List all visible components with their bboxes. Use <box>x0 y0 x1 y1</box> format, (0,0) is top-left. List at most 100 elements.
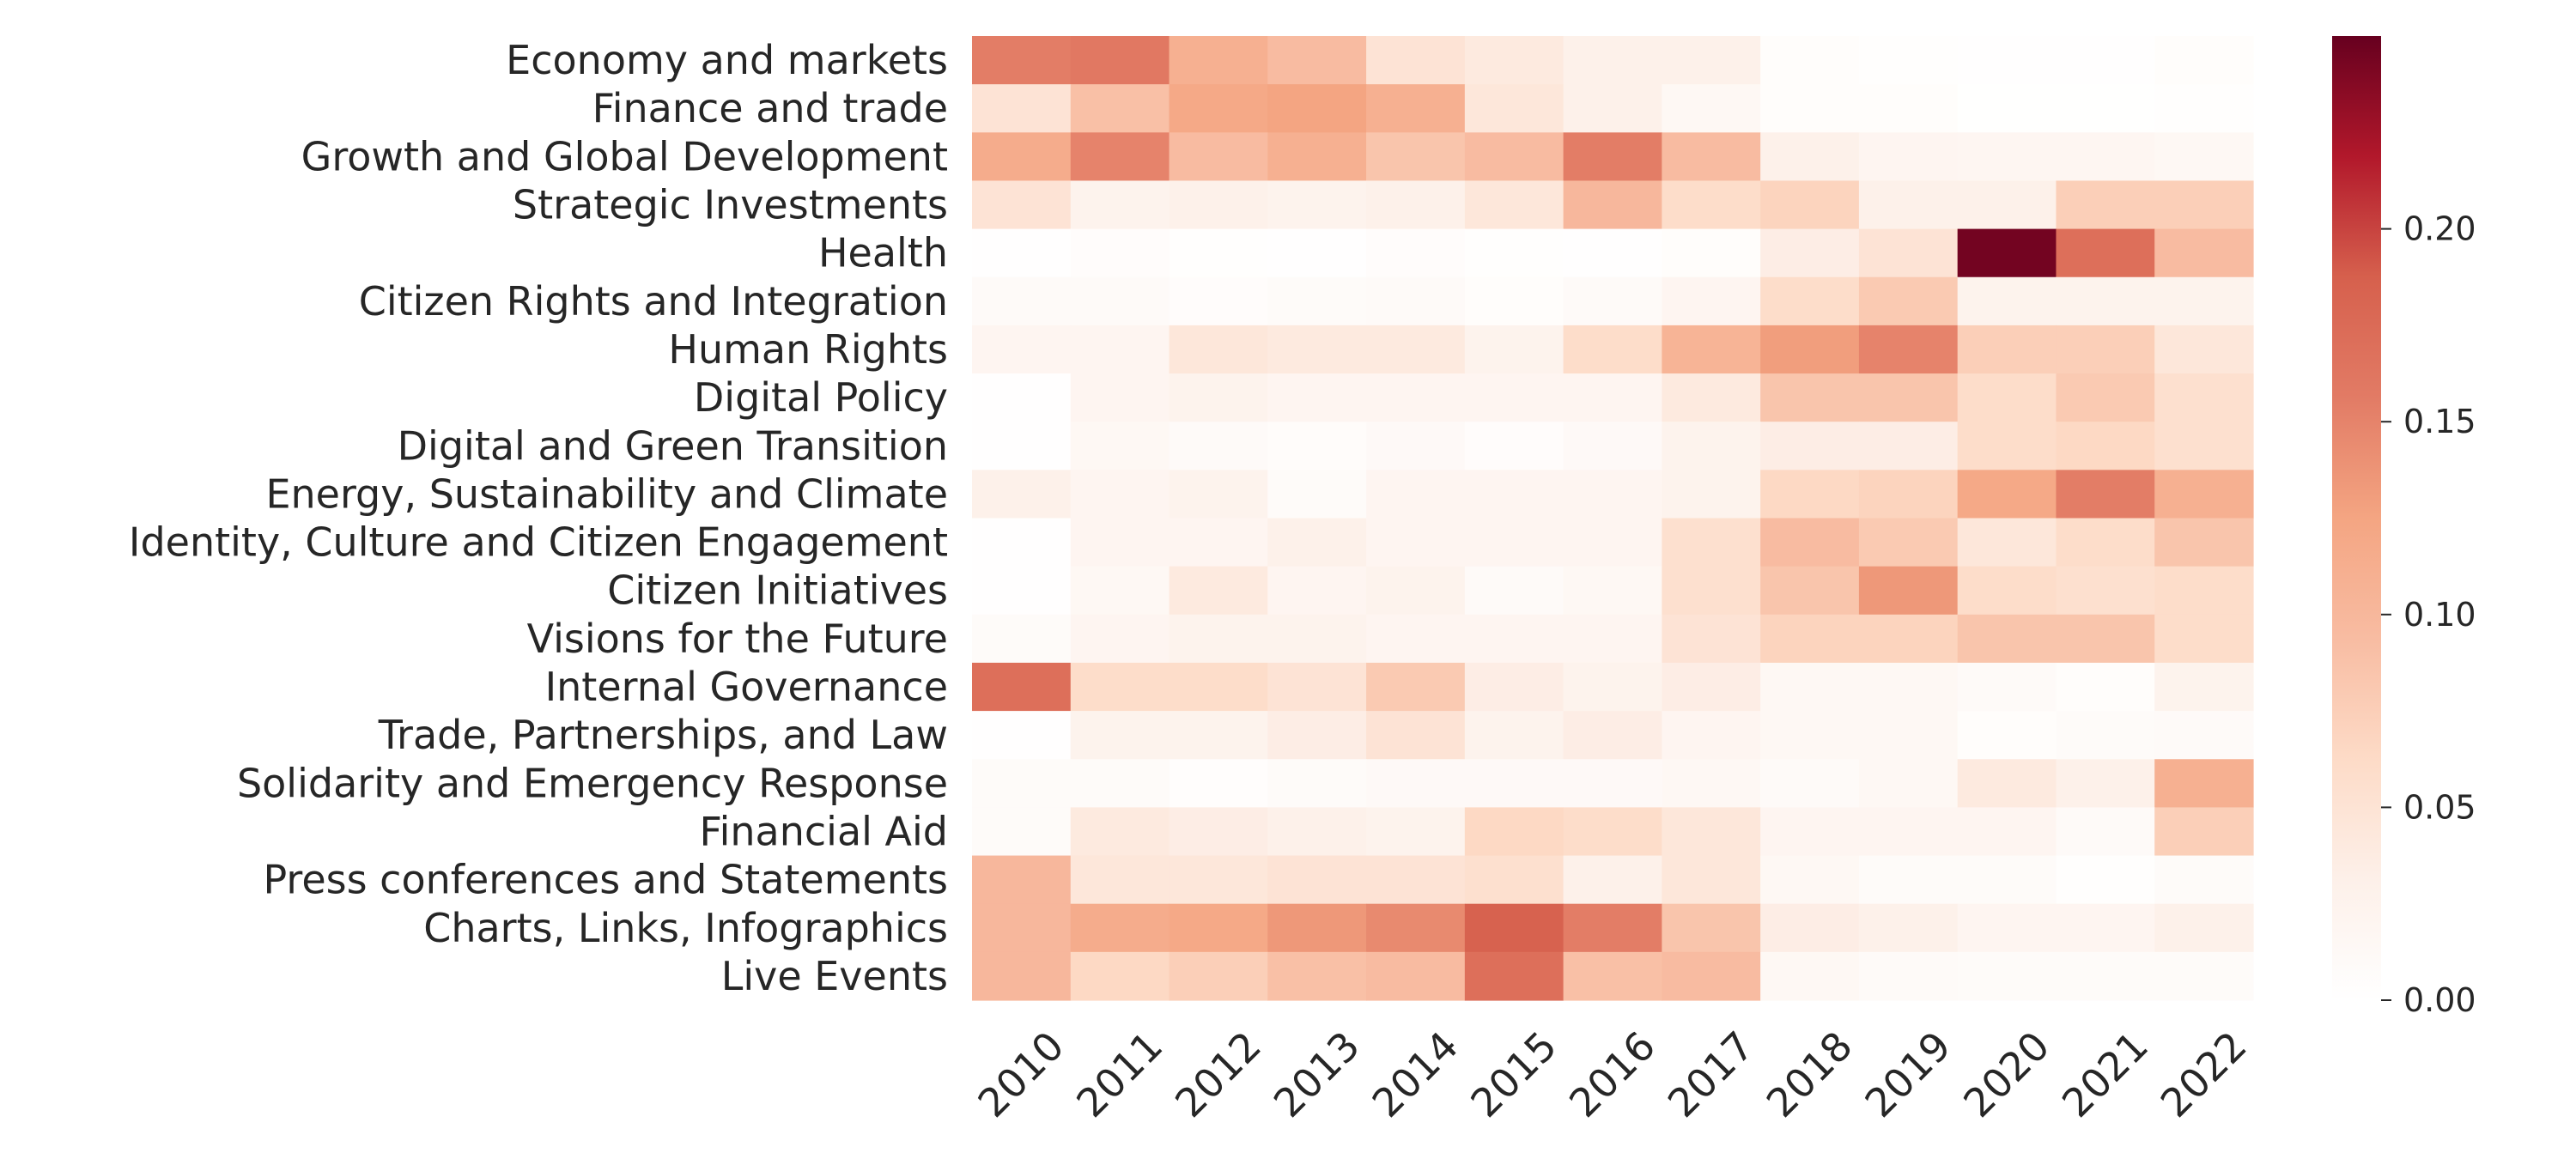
heatmap-cells <box>972 36 2254 1001</box>
heatmap-cell <box>1957 711 2057 760</box>
heatmap-cell <box>1957 276 2057 326</box>
heatmap-cell <box>1858 855 1959 905</box>
heatmap-cell <box>1760 614 1860 664</box>
heatmap-cell <box>972 759 1072 808</box>
column-tick-label: 2015 <box>1461 1022 1565 1126</box>
heatmap-cell <box>972 228 1072 278</box>
heatmap-cell <box>1070 422 1170 470</box>
heatmap-cell <box>1169 759 1268 808</box>
heatmap-cell <box>1070 903 1170 953</box>
colorbar-tick-label: 0.05 <box>2403 788 2476 826</box>
heatmap-cell <box>1760 903 1860 953</box>
heatmap-cell <box>2056 84 2155 133</box>
heatmap-cell <box>2154 180 2254 230</box>
heatmap-cell <box>1464 470 1564 519</box>
heatmap-cell <box>1662 84 1761 133</box>
heatmap-cell <box>1366 422 1466 470</box>
heatmap-cell <box>1662 518 1761 567</box>
heatmap-cell <box>1366 276 1466 326</box>
heatmap-cell <box>1464 84 1564 133</box>
heatmap-cell <box>1662 36 1761 85</box>
heatmap-cell <box>2154 422 2254 470</box>
row-tick-label: Press conferences and Statements <box>264 857 949 903</box>
heatmap-cell <box>1957 84 2057 133</box>
colorbar-tick-label: 0.20 <box>2403 210 2476 248</box>
heatmap-cell <box>2154 276 2254 326</box>
column-tick-label: 2019 <box>1856 1022 1959 1126</box>
heatmap-cell <box>972 855 1072 905</box>
row-tick-label: Trade, Partnerships, and Law <box>378 712 948 758</box>
heatmap-cell <box>1662 855 1761 905</box>
heatmap-cell <box>972 807 1072 857</box>
heatmap-cell <box>2154 566 2254 616</box>
heatmap-cell <box>1858 422 1959 470</box>
heatmap-cell <box>1267 614 1367 664</box>
heatmap-cell <box>1267 132 1367 182</box>
row-tick-label: Financial Aid <box>700 808 949 854</box>
heatmap-cell <box>2154 855 2254 905</box>
heatmap-cell <box>1267 276 1367 326</box>
heatmap-cell <box>1070 84 1170 133</box>
row-tick-label: Internal Governance <box>545 664 948 710</box>
heatmap-cell <box>1464 566 1564 616</box>
heatmap-cell <box>1267 180 1367 230</box>
heatmap-cell <box>2056 132 2155 182</box>
heatmap-cell <box>972 470 1072 519</box>
heatmap-cell <box>1563 566 1662 616</box>
heatmap-cell <box>1169 373 1268 422</box>
heatmap-cell <box>1070 276 1170 326</box>
heatmap-cell <box>1366 566 1466 616</box>
heatmap-cell <box>2154 807 2254 857</box>
heatmap-cell <box>1760 470 1860 519</box>
heatmap-cell <box>1070 759 1170 808</box>
row-tick-label: Health <box>818 230 948 276</box>
heatmap-cell <box>1070 373 1170 422</box>
heatmap-cell <box>1070 951 1170 1001</box>
column-tick-label: 2010 <box>969 1022 1073 1126</box>
heatmap-cell <box>1957 951 2057 1001</box>
heatmap-cell <box>1957 36 2057 85</box>
heatmap-cell <box>1957 614 2057 664</box>
row-tick-label: Strategic Investments <box>513 182 948 228</box>
heatmap-cell <box>1760 84 1860 133</box>
heatmap-cell <box>1662 614 1761 664</box>
heatmap-cell <box>1169 807 1268 857</box>
heatmap-cell <box>972 422 1072 470</box>
heatmap-cell <box>1169 276 1268 326</box>
heatmap-cell <box>1267 325 1367 374</box>
column-tick-label: 2014 <box>1364 1022 1467 1126</box>
heatmap-cell <box>1366 373 1466 422</box>
heatmap-cell <box>1464 373 1564 422</box>
heatmap-cell <box>2056 228 2155 278</box>
heatmap-cell <box>1662 759 1761 808</box>
heatmap-cell <box>1070 662 1170 712</box>
row-tick-label: Human Rights <box>668 326 948 373</box>
heatmap-cell <box>2056 422 2155 470</box>
heatmap-cell <box>1858 276 1959 326</box>
heatmap-cell <box>1464 276 1564 326</box>
heatmap-cell <box>972 614 1072 664</box>
heatmap-cell <box>1563 759 1662 808</box>
heatmap-cell <box>1070 180 1170 230</box>
heatmap-cell <box>1267 807 1367 857</box>
column-tick-label: 2021 <box>2053 1022 2157 1126</box>
heatmap-cell <box>2154 614 2254 664</box>
heatmap-cell <box>1563 903 1662 953</box>
heatmap-cell <box>1267 711 1367 760</box>
heatmap-cell <box>1464 518 1564 567</box>
heatmap-cell <box>1366 759 1466 808</box>
heatmap-cell <box>1563 325 1662 374</box>
row-tick-label: Charts, Links, Infographics <box>423 905 948 951</box>
heatmap-cell <box>1957 903 2057 953</box>
heatmap-cell <box>1760 228 1860 278</box>
heatmap-cell <box>1464 662 1564 712</box>
heatmap-cell <box>1563 662 1662 712</box>
heatmap-cell <box>1662 951 1761 1001</box>
heatmap-cell <box>1070 807 1170 857</box>
heatmap-cell <box>1957 662 2057 712</box>
heatmap-cell <box>1662 325 1761 374</box>
heatmap-cell <box>1070 518 1170 567</box>
heatmap-cell <box>1169 470 1268 519</box>
heatmap-cell <box>1267 518 1367 567</box>
heatmap-cell <box>2056 614 2155 664</box>
